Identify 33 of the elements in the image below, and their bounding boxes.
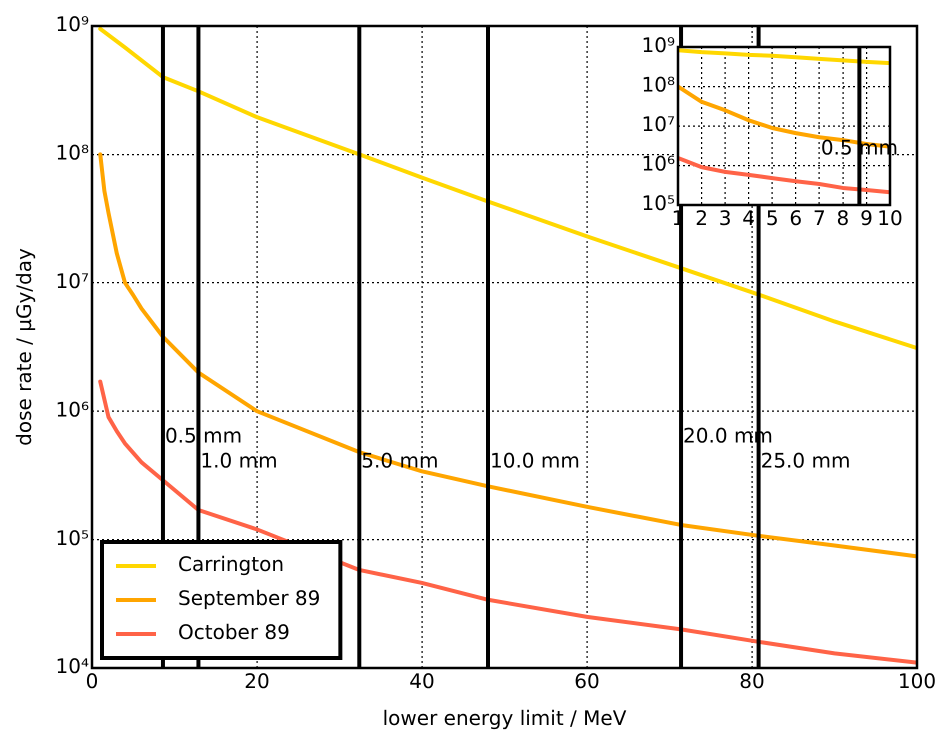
y-tick-label: 10⁶: [56, 397, 89, 422]
x-tick-label: 5: [766, 206, 779, 230]
x-tick-label: 40: [409, 669, 435, 694]
x-tick-label: 60: [574, 669, 600, 694]
ref-line-label: 1.0 mm: [200, 448, 278, 473]
x-tick-label: 100: [898, 669, 936, 694]
y-tick-label: 10⁹: [642, 33, 675, 58]
x-tick-label: 3: [718, 206, 732, 230]
y-tick-label: 10⁷: [56, 269, 89, 294]
x-axis-title: lower energy limit / MeV: [382, 706, 627, 730]
x-tick-label: 80: [739, 669, 765, 694]
y-tick-label: 10⁶: [642, 152, 675, 176]
y-tick-label: 10⁹: [56, 12, 89, 36]
x-tick-label: 10: [877, 206, 903, 230]
x-tick-label: 2: [695, 206, 708, 230]
x-tick-label: 9: [860, 206, 873, 230]
x-tick-label: 0: [86, 669, 98, 694]
x-tick-label: 7: [812, 206, 826, 230]
y-tick-label: 10⁸: [56, 140, 89, 165]
y-tick-label: 10⁸: [642, 72, 675, 97]
x-tick-label: 8: [836, 206, 850, 230]
y-tick-label: 10⁵: [56, 526, 89, 550]
y-tick-label: 10⁵: [642, 191, 675, 216]
ref-line-label: 10.0 mm: [490, 448, 580, 473]
x-tick-label: 6: [789, 206, 802, 230]
x-tick-label: 20: [244, 669, 270, 694]
ref-line-label: 0.5 mm: [164, 424, 242, 448]
legend-label: September 89: [178, 586, 320, 610]
legend-label: October 89: [178, 620, 290, 644]
ref-line-label: 25.0 mm: [760, 448, 850, 473]
y-axis-title: dose rate / μGy/day: [12, 248, 36, 446]
legend-label: Carrington: [178, 552, 284, 576]
y-tick-label: 10⁷: [642, 112, 675, 136]
